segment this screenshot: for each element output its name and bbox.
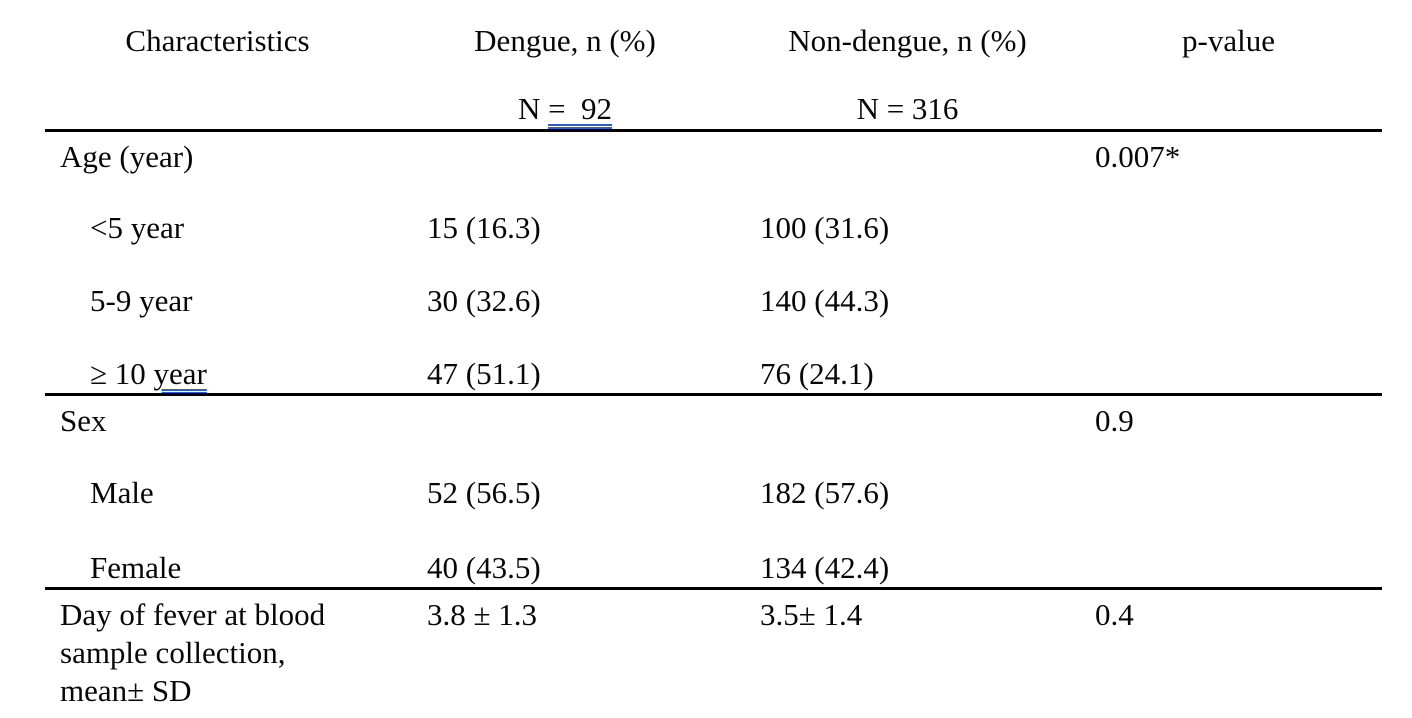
nondengue-fever-day: 3.5± 1.4 [760, 597, 863, 633]
row-label-fever-day: Day of fever at blood sample collection,… [45, 589, 390, 715]
col-header-pvalue: p-value [1182, 23, 1275, 58]
row-label-5to9: 5-9 year [90, 283, 193, 318]
row-label-female: Female [45, 543, 390, 591]
empty-cell [1075, 276, 1382, 349]
table-row-female: Female 40 (43.5) 134 (42.4) [45, 543, 1382, 591]
grammar-flagged-text[interactable]: = 92 [548, 91, 613, 126]
nondengue-n-total: N = 316 [740, 90, 1075, 132]
dengue-10plus: 47 (51.1) [390, 349, 740, 396]
empty-cell [1075, 543, 1382, 591]
nondengue-male: 182 (57.6) [760, 475, 890, 511]
fever-day-label-line1: Day of fever at blood [60, 597, 326, 633]
table-row-fever-day: Day of fever at blood sample collection,… [45, 589, 1382, 715]
table-row-male: Male 52 (56.5) 182 (57.6) [45, 468, 1382, 543]
empty-cell [45, 90, 390, 132]
dengue-under5: 15 (16.3) [427, 210, 541, 245]
nondengue-5to9: 140 (44.3) [760, 283, 890, 318]
pvalue-fever-day: 0.4 [1095, 597, 1134, 633]
row-label-age: Age (year) [60, 138, 194, 174]
col-header-nondengue: Non-dengue, n (%) [788, 23, 1027, 58]
empty-cell [1075, 90, 1382, 132]
table-subheader-row: N = 92 N = 316 [45, 90, 1382, 132]
n-equals-prefix: N [517, 91, 549, 126]
empty-cell [1075, 468, 1382, 543]
table-row-10plus: ≥ 10 year 47 (51.1) 76 (24.1) [45, 349, 1382, 396]
pvalue-sex: 0.9 [1095, 402, 1134, 438]
table-header-row: Characteristics Dengue, n (%) Non-dengue… [45, 0, 1382, 90]
pvalue-age: 0.007* [1095, 138, 1181, 174]
table-row-sex-section: Sex 0.9 [45, 394, 1382, 468]
row-label-under5: <5 year [90, 210, 185, 245]
fever-day-label-line3: mean± SD [60, 672, 192, 708]
nondengue-10plus: 76 (24.1) [740, 349, 1075, 396]
empty-cell [390, 394, 740, 468]
fever-day-label-line2: sample collection, [60, 634, 286, 670]
dengue-female: 40 (43.5) [390, 543, 740, 591]
grammar-flagged-text[interactable]: year [153, 356, 207, 391]
table-row-5to9: 5-9 year 30 (32.6) 140 (44.3) [45, 276, 1382, 349]
dengue-n-total: N = 92 [390, 90, 740, 132]
dengue-male: 52 (56.5) [427, 475, 541, 511]
col-header-characteristics: Characteristics [125, 23, 310, 58]
col-header-dengue: Dengue, n (%) [474, 23, 656, 58]
empty-cell [390, 130, 740, 203]
row-label-10plus: ≥ 10 year [45, 349, 390, 396]
nondengue-under5: 100 (31.6) [760, 210, 890, 245]
characteristics-table: Characteristics Dengue, n (%) Non-dengue… [45, 0, 1382, 715]
row-label-10plus-prefix: ≥ 10 [90, 356, 154, 391]
nondengue-female: 134 (42.4) [740, 543, 1075, 591]
row-label-sex: Sex [60, 402, 107, 438]
empty-cell [1075, 203, 1382, 276]
empty-cell [740, 130, 1075, 203]
row-label-male: Male [90, 475, 154, 511]
dengue-fever-day: 3.8 ± 1.3 [427, 597, 538, 633]
table-row-age-section: Age (year) 0.007* [45, 130, 1382, 203]
empty-cell [1075, 349, 1382, 396]
dengue-5to9: 30 (32.6) [427, 283, 541, 318]
empty-cell [740, 394, 1075, 468]
table-row-under5: <5 year 15 (16.3) 100 (31.6) [45, 203, 1382, 276]
